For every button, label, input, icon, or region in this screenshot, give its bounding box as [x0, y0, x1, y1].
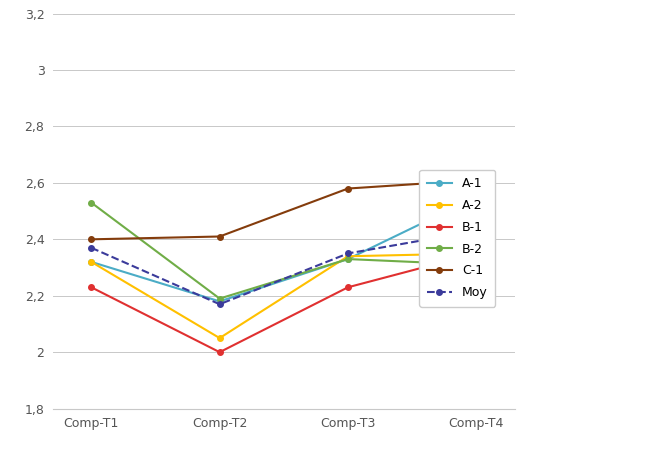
C-1: [473, 178, 480, 183]
Line: B-2: B-2: [88, 200, 479, 301]
B-1: [473, 251, 480, 256]
B-2: [87, 200, 95, 205]
A-1: [87, 259, 95, 265]
B-2: [344, 257, 352, 262]
A-1: [473, 194, 480, 200]
A-1: [344, 257, 352, 262]
Moy: [87, 245, 95, 251]
Line: B-1: B-1: [88, 251, 479, 355]
Line: A-1: A-1: [88, 194, 479, 304]
B-1: [87, 285, 95, 290]
B-2: [216, 296, 224, 301]
A-2: [473, 251, 480, 256]
Moy: [344, 251, 352, 256]
Legend: A-1, A-2, B-1, B-2, C-1, Moy: A-1, A-2, B-1, B-2, C-1, Moy: [419, 170, 495, 307]
A-1: [216, 299, 224, 304]
Moy: [216, 301, 224, 307]
Moy: [473, 228, 480, 234]
B-2: [473, 262, 480, 267]
C-1: [344, 186, 352, 191]
B-1: [216, 350, 224, 355]
Line: C-1: C-1: [88, 178, 479, 242]
Line: A-2: A-2: [88, 251, 479, 341]
B-1: [344, 285, 352, 290]
A-2: [87, 259, 95, 265]
A-2: [216, 336, 224, 341]
Line: Moy: Moy: [88, 228, 479, 307]
A-2: [344, 253, 352, 259]
C-1: [216, 234, 224, 239]
C-1: [87, 237, 95, 242]
